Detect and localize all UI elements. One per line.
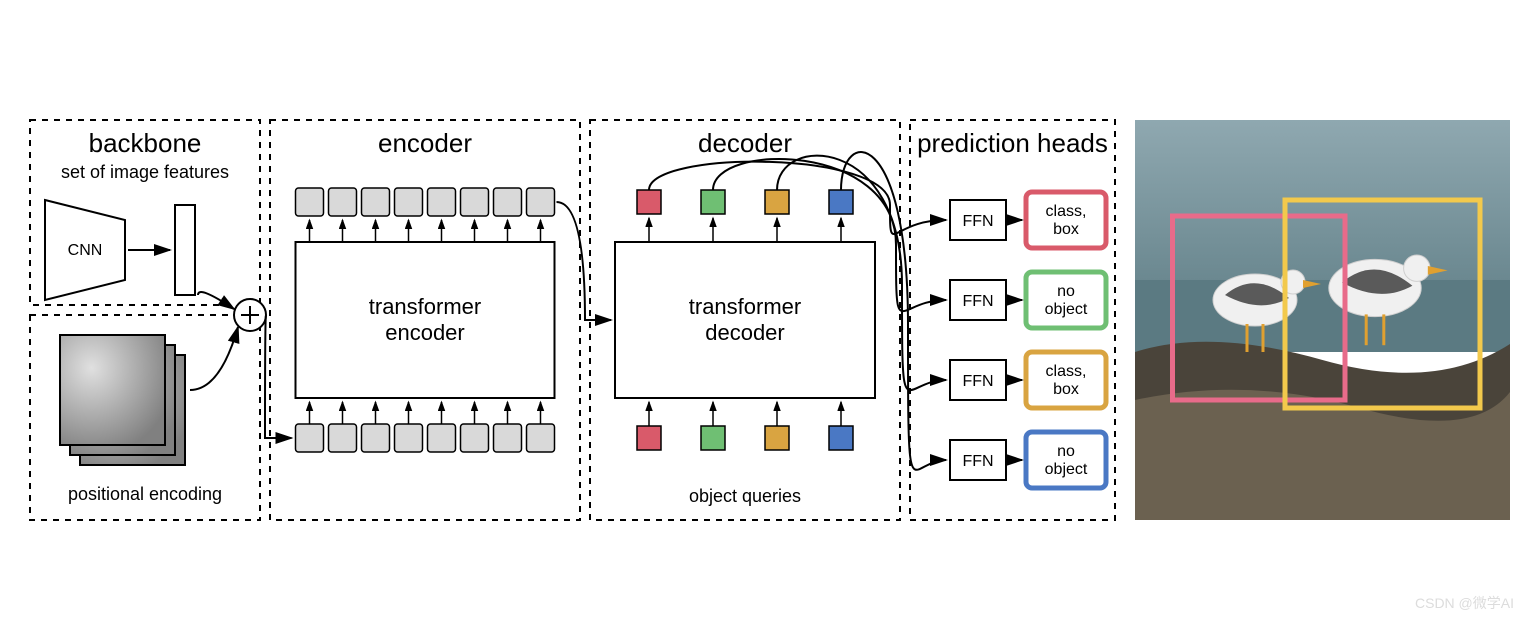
watermark: CSDN @微学AI [1415,595,1514,611]
encoder-output-token [362,188,390,216]
decoder-output-token [637,190,661,214]
cnn-block: CNN [45,200,125,300]
encoder-input-token [428,424,456,452]
encoder-output-token [395,188,423,216]
encoder-title: encoder [378,128,472,158]
object-query-token [701,426,725,450]
object-queries-label: object queries [689,486,801,506]
prediction-heads-title: prediction heads [917,128,1108,158]
ffn-label: FFN [962,213,993,230]
cnn-label: CNN [68,242,103,259]
encoder-output-token [527,188,555,216]
encoder-input-token [461,424,489,452]
decoder-output-token [829,190,853,214]
encoder-input-token [527,424,555,452]
backbone-title: backbone [89,128,202,158]
output-image [1135,120,1510,520]
encoder-output-token [329,188,357,216]
transformer-decoder-label: transformerdecoder [689,294,801,345]
decoder-title: decoder [698,128,792,158]
prediction-output [1026,432,1106,488]
prediction-output [1026,352,1106,408]
detr-architecture-diagram: backbone set of image features CNN position… [0,0,1534,622]
object-query-token [829,426,853,450]
prediction-output [1026,192,1106,248]
transformer-encoder-label: transformerencoder [369,294,481,345]
feature-vector [175,205,195,295]
ffn-label: FFN [962,293,993,310]
encoder-output-token [428,188,456,216]
encoder-output-token [494,188,522,216]
positional-encoding-stack [60,335,185,465]
object-query-token [765,426,789,450]
ffn-label: FFN [962,453,993,470]
encoder-output-token [461,188,489,216]
encoder-input-token [296,424,324,452]
encoder-output-token [296,188,324,216]
backbone-subtitle: set of image features [61,162,229,182]
posenc-label: positional encoding [68,484,222,504]
prediction-output [1026,272,1106,328]
ffn-label: FFN [962,373,993,390]
encoder-input-token [494,424,522,452]
decoder-output-token [765,190,789,214]
encoder-input-token [395,424,423,452]
encoder-input-token [362,424,390,452]
object-query-token [637,426,661,450]
encoder-input-token [329,424,357,452]
decoder-output-token [701,190,725,214]
